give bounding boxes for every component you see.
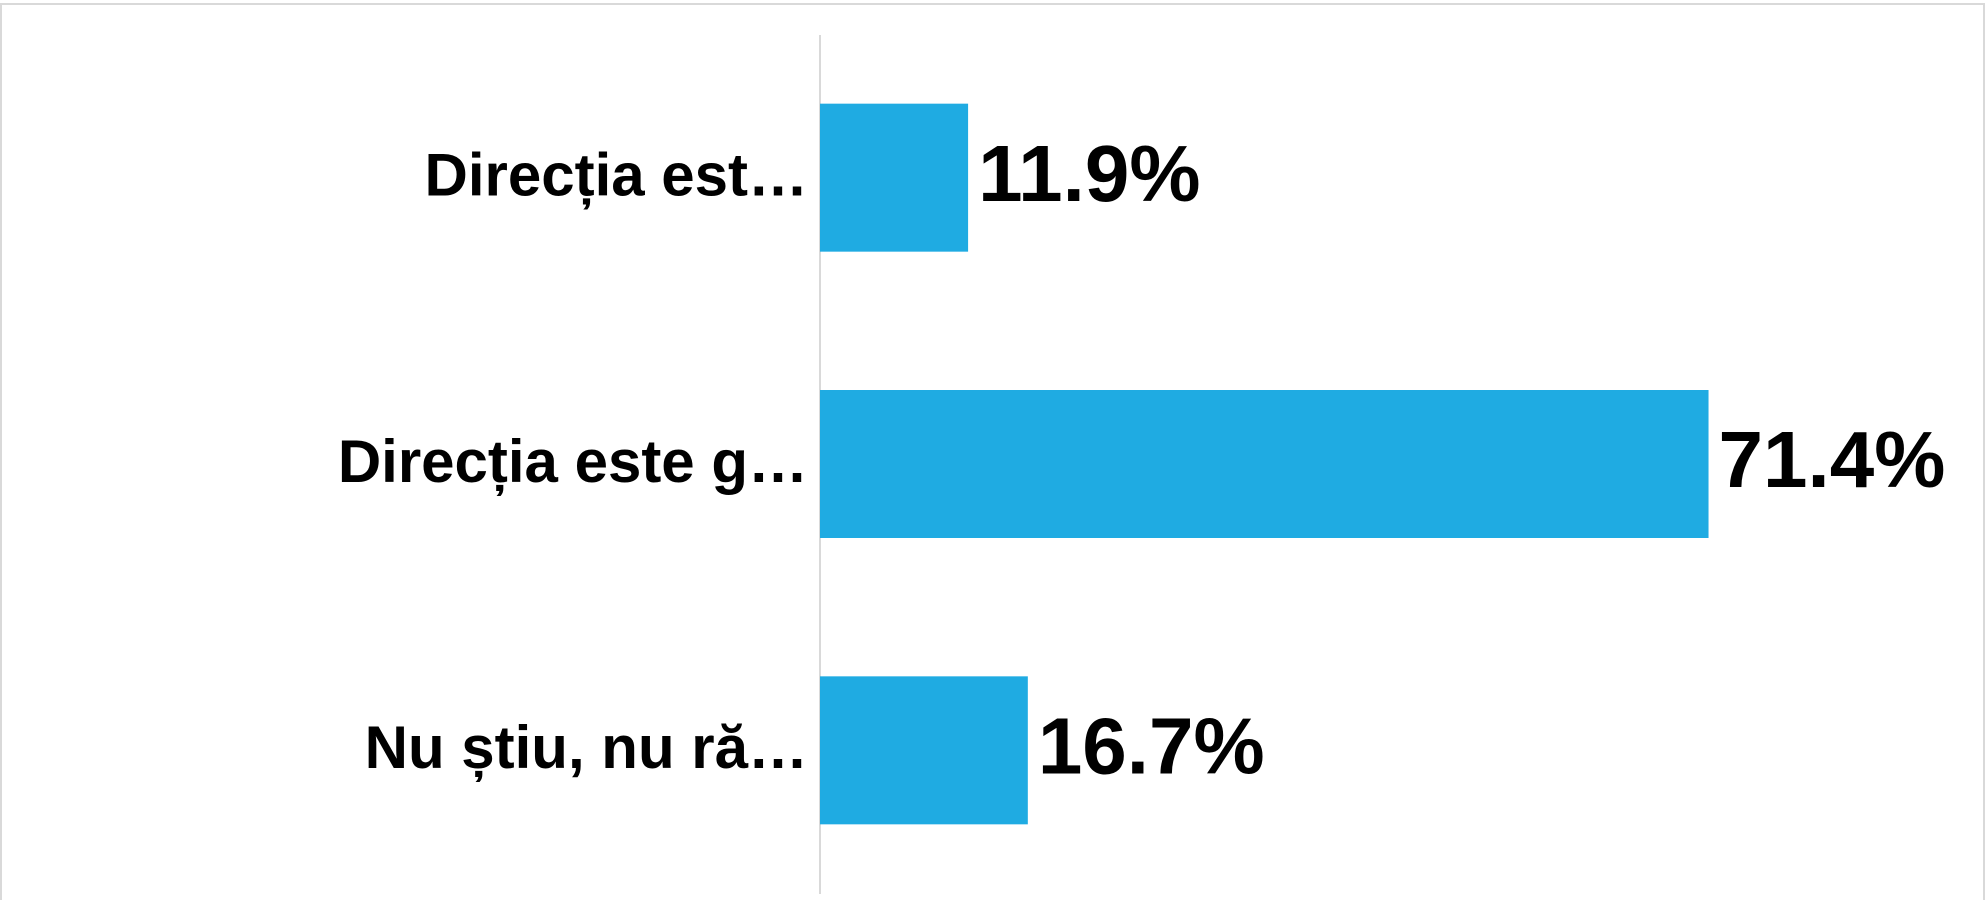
category-label: Nu știu, nu ră… <box>365 714 808 782</box>
category-label: Direcția este g… <box>338 428 808 496</box>
bar <box>820 676 1028 825</box>
bar <box>820 390 1709 538</box>
value-label: 16.7% <box>1038 701 1265 790</box>
value-label: 11.9% <box>978 129 1200 218</box>
chart-border <box>0 3 1985 900</box>
category-label: Direcția est… <box>425 142 809 210</box>
value-label: 71.4% <box>1719 415 1946 504</box>
bar <box>820 103 969 252</box>
